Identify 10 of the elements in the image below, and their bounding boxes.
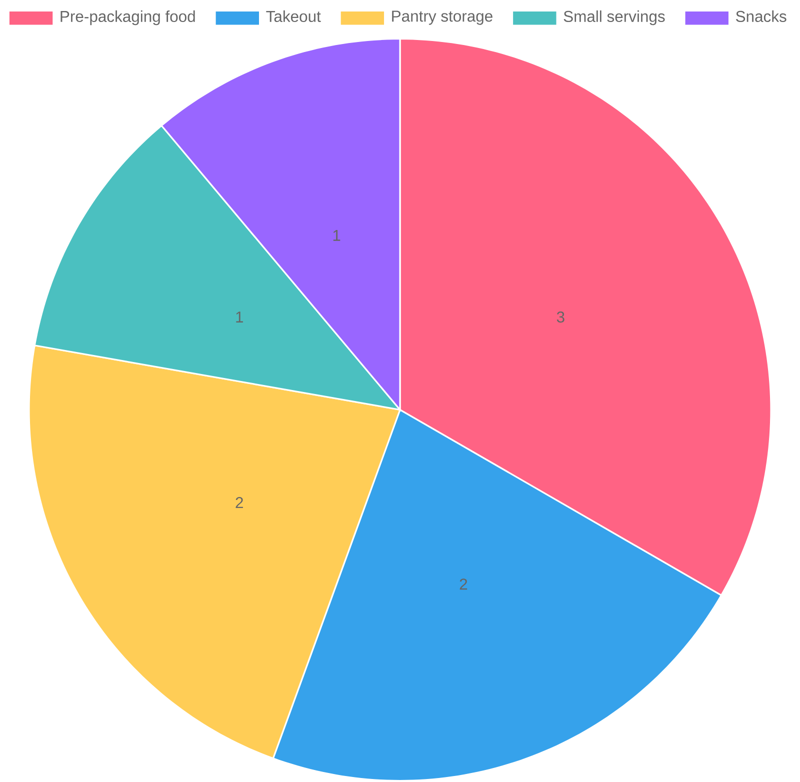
legend-label: Pantry storage: [392, 10, 492, 26]
data-label: 2: [236, 497, 243, 508]
data-label: 1: [236, 312, 243, 323]
legend-label: Takeout: [266, 10, 321, 22]
legend-label: Pre-packaging food: [60, 10, 195, 26]
legend-label: Small servings: [564, 10, 665, 26]
legend-label: Snacks: [736, 10, 786, 22]
data-label: 1: [333, 230, 340, 242]
data-label: 2: [460, 578, 468, 590]
data-label: 3: [556, 312, 564, 323]
